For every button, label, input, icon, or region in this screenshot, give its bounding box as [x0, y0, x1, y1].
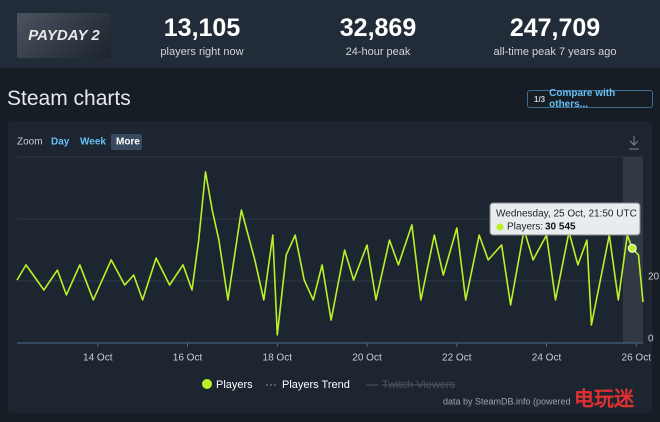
- tooltip-value: 30 545: [545, 222, 576, 233]
- tooltip-series: Players:: [507, 222, 543, 233]
- x-tick-label: 18 Oct: [263, 353, 293, 364]
- zoom-option[interactable]: Week: [80, 137, 106, 148]
- data-line: [16, 171, 644, 336]
- x-tick-label: 24 Oct: [532, 353, 562, 364]
- zoom-label: Zoom: [17, 137, 43, 148]
- compare-icon: 1/3: [534, 94, 546, 104]
- watermark: 电玩迷: [574, 387, 635, 410]
- y-tick-label: 0: [648, 334, 654, 345]
- stat-label: 24-hour peak: [345, 46, 411, 58]
- header: PAYDAY 2 13,105 players right now 32,869 2…: [0, 0, 660, 68]
- x-tick-label: 16 Oct: [173, 353, 203, 364]
- zoom-active-bg: [111, 134, 142, 150]
- tooltip: [489, 202, 641, 236]
- stat: 247,709 all-time peak 7 years ago: [470, 14, 640, 58]
- compare-text: Compare with others...: [549, 88, 616, 110]
- credit: data by SteamDB.info (powered: [443, 396, 571, 406]
- x-tick-label: 26 Oct: [622, 353, 652, 364]
- stat-label: players right now: [160, 46, 244, 58]
- section-title: Steam charts: [7, 87, 131, 110]
- legend-entry[interactable]: Twitch Viewers: [382, 379, 456, 391]
- zoom-option[interactable]: Day: [51, 137, 70, 148]
- legend-entry[interactable]: Players: [216, 379, 253, 391]
- y-tick-label: 20: [648, 272, 660, 283]
- zoom-option[interactable]: More: [116, 137, 140, 148]
- stat-label: all-time peak 7 years ago: [493, 46, 617, 58]
- x-tick-label: 22 Oct: [442, 353, 472, 364]
- tooltip-date: Wednesday, 25 Oct, 21:50 UTC: [496, 209, 637, 220]
- stat-value: 247,709: [509, 14, 601, 42]
- tooltip-marker: [496, 223, 504, 231]
- legend-marker: [202, 379, 212, 389]
- game-logo[interactable]: PAYDAY 2: [17, 13, 111, 58]
- download-icon[interactable]: [629, 136, 639, 150]
- legend-entry[interactable]: Players Trend: [282, 379, 350, 391]
- stat: 13,105 players right now: [117, 14, 287, 58]
- x-tick-label: 14 Oct: [83, 353, 113, 364]
- x-tick-label: 20 Oct: [352, 353, 382, 364]
- stat: 32,869 24-hour peak: [293, 14, 463, 58]
- stat-value: 32,869: [339, 14, 417, 42]
- compare-button[interactable]: 1/3 Compare with others...: [527, 88, 653, 110]
- hover-point: [627, 243, 637, 253]
- stat-value: 13,105: [163, 14, 241, 42]
